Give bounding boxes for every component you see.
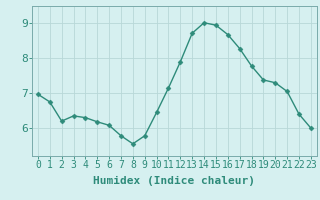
X-axis label: Humidex (Indice chaleur): Humidex (Indice chaleur) — [93, 176, 255, 186]
